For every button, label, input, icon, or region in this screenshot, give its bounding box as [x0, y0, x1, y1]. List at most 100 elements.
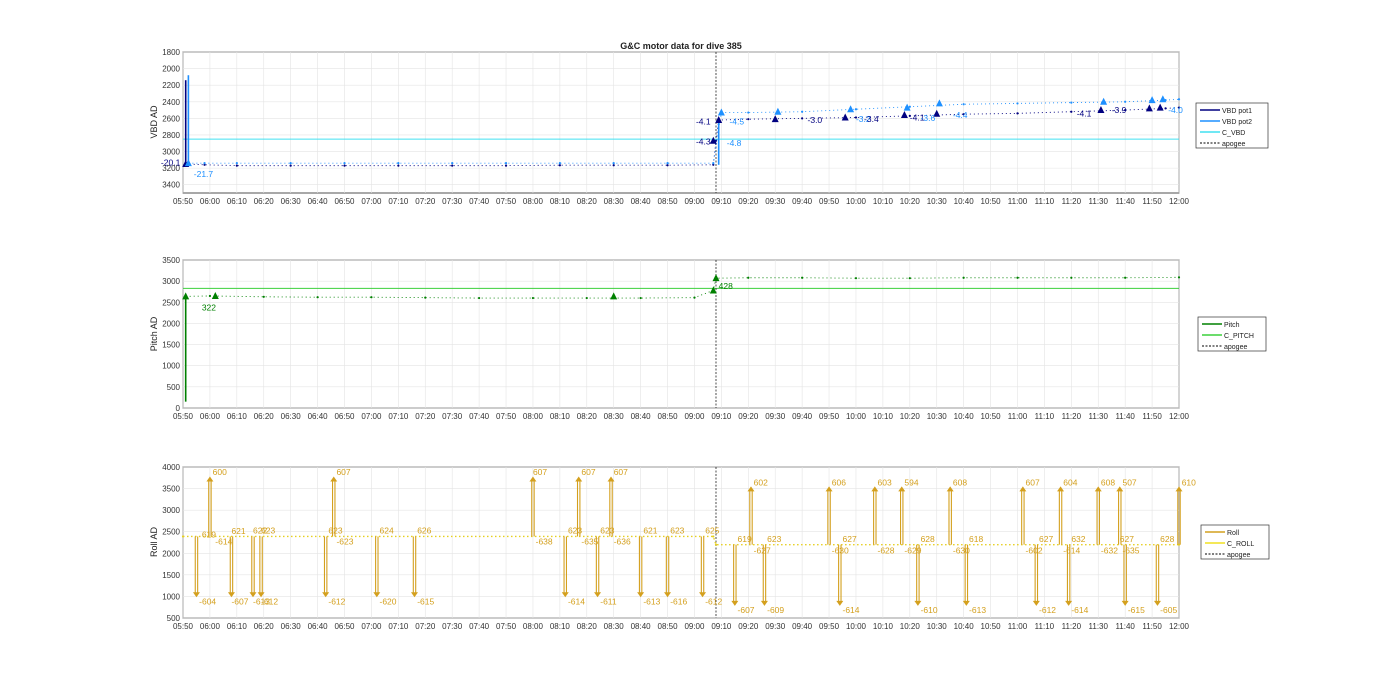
pitch-series-point: [801, 276, 804, 279]
roll-value-label: 628: [921, 534, 935, 544]
roll-roll-arrow-head: [825, 486, 833, 492]
vbd-legend-label-pot2: VBD pot2: [1222, 119, 1252, 126]
roll-value-label: 607: [614, 467, 628, 477]
pitch-x-tick-label: 06:40: [308, 412, 329, 421]
pitch-value-label: 428: [719, 281, 733, 291]
roll-value-label: 624: [380, 525, 394, 535]
pitch-y-tick-label: 2000: [162, 319, 180, 328]
roll-value-label: 607: [533, 467, 547, 477]
vbd-marker: [1159, 95, 1167, 103]
roll-roll-arrow-head: [1153, 600, 1161, 606]
vbd-x-tick-label: 09:40: [792, 197, 813, 206]
vbd-content: 05:50 06:00 06:10 06:20 06:30 06:40 06:50 07:00…: [161, 48, 1190, 206]
roll-x-tick-label: 07:00: [361, 622, 382, 631]
vbd-x-tick-label: 09:30: [765, 197, 786, 206]
roll-x-tick-label: 09:20: [738, 622, 759, 631]
pitch-series-point: [747, 276, 750, 279]
vbd-marker: [935, 99, 943, 107]
roll-series-point: [712, 535, 715, 538]
roll-roll-arrow-head: [373, 592, 381, 598]
vbd-series-point: [1070, 101, 1073, 104]
roll-value-label: -612: [261, 597, 278, 607]
roll-roll-arrow-head: [227, 592, 235, 598]
roll-x-tick-label: 08:40: [631, 622, 652, 631]
vbd-x-tick-label: 09:00: [684, 197, 705, 206]
vbd-series-point: [962, 103, 965, 106]
roll-roll-arrow-head: [664, 592, 672, 598]
vbd-x-tick-label: 08:20: [577, 197, 598, 206]
vbd-value-label: -4.1: [696, 117, 711, 127]
vbd-x-tick-label: 11:10: [1035, 197, 1055, 206]
pitch-y-tick-label: 1500: [162, 341, 180, 350]
roll-value-label: 632: [1071, 534, 1085, 544]
roll-x-tick-label: 07:40: [469, 622, 490, 631]
roll-value-label: 622: [253, 525, 267, 535]
roll-roll-arrow-head: [330, 476, 338, 482]
roll-roll-arrow-head: [1094, 486, 1102, 492]
roll-legend-label-apogee: apogee: [1227, 552, 1250, 559]
vbd-series-point: [289, 162, 292, 165]
roll-value-label: -607: [231, 597, 248, 607]
roll-x-tick-label: 08:00: [523, 622, 544, 631]
vbd-value-label: -3.4: [864, 114, 879, 124]
roll-value-label: -623: [336, 537, 353, 547]
roll-value-label: -615: [417, 597, 434, 607]
roll-y-tick-label: 3500: [162, 485, 180, 494]
roll-x-tick-label: 10:00: [846, 622, 867, 631]
pitch-marker: [712, 274, 720, 282]
pitch-x-tick-label: 07:30: [442, 412, 463, 421]
vbd-value-label: -3.2: [856, 114, 871, 124]
roll-x-tick-label: 06:10: [227, 622, 248, 631]
pitch-y-tick-label: 2500: [162, 298, 180, 307]
pitch-series-point: [908, 277, 911, 280]
vbd-series-point: [203, 163, 206, 166]
vbd-series-point: [1016, 112, 1019, 115]
vbd-marker: [933, 109, 941, 117]
roll-x-tick-label: 10:20: [900, 622, 921, 631]
roll-value-label: -604: [199, 597, 216, 607]
vbd-x-tick-label: 07:50: [496, 197, 517, 206]
roll-value-label: 608: [1101, 478, 1115, 488]
roll-legend: Roll C_ROLL apogee: [1200, 524, 1270, 560]
pitch-legend-label-cpitch: C_PITCH: [1224, 333, 1254, 340]
pitch-x-tick-label: 07:10: [388, 412, 409, 421]
pitch-content: 05:50 06:00 06:10 06:20 06:30 06:40 06:50 07:00…: [162, 256, 1189, 421]
pitch-series-point: [1177, 276, 1181, 279]
pitch-x-tick-label: 06:10: [227, 412, 248, 421]
vbd-x-tick-label: 08:10: [550, 197, 571, 206]
vbd-y-tick-label: 2800: [162, 131, 180, 140]
vbd-legend-label-cvbd: C_VBD: [1222, 130, 1245, 137]
roll-roll-arrow-head: [322, 592, 330, 598]
vbd-marker: [774, 107, 782, 115]
vbd-y-tick-label: 2200: [162, 81, 180, 90]
pitch-y-axis-label: Pitch AD: [149, 316, 159, 351]
vbd-legend-label-apogee: apogee: [1222, 141, 1245, 148]
pitch-legend: Pitch C_PITCH apogee: [1197, 316, 1267, 352]
roll-roll-arrow-head: [249, 592, 257, 598]
roll-x-tick-label: 08:30: [604, 622, 625, 631]
vbd-x-tick-label: 06:10: [227, 197, 248, 206]
vbd-marker: [715, 116, 723, 124]
pitch-x-tick-label: 05:50: [173, 412, 194, 421]
roll-value-label: 594: [904, 478, 918, 488]
vbd-marker: [1100, 97, 1108, 105]
vbd-series-point: [1177, 106, 1181, 109]
pitch-x-tick-label: 12:00: [1169, 412, 1190, 421]
roll-value-label: 606: [832, 478, 846, 488]
vbd-series-point: [504, 162, 508, 165]
pitch-x-tick-label: 11:30: [1089, 412, 1109, 421]
roll-x-tick-label: 08:50: [658, 622, 679, 631]
pitch-value-label: 322: [202, 302, 216, 312]
roll-value-label: -612: [328, 597, 345, 607]
pitch-y-tick-label: 500: [167, 383, 181, 392]
pitch-x-tick-label: 09:20: [738, 412, 759, 421]
roll-value-label: 618: [969, 534, 983, 544]
roll-value-label: 621: [643, 525, 657, 535]
pitch-marker: [182, 292, 190, 300]
roll-value-label: -635: [1122, 545, 1139, 555]
vbd-series-point: [289, 164, 292, 167]
vbd-x-tick-label: 06:40: [308, 197, 329, 206]
pitch-x-tick-label: 08:40: [631, 412, 652, 421]
roll-value-label: -615: [1128, 605, 1145, 615]
roll-value-label: 623: [568, 525, 582, 535]
